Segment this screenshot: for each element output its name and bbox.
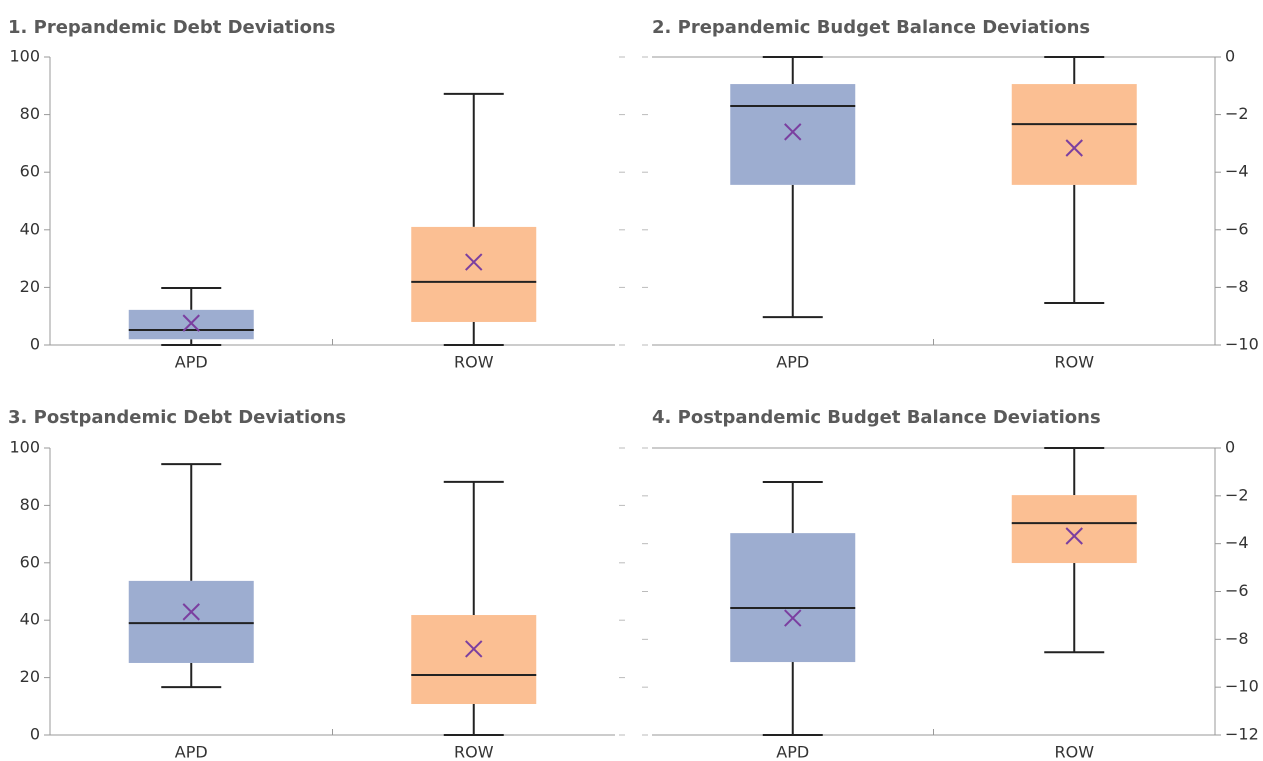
y-tick-label: 60 <box>20 552 40 571</box>
y-tick-label: −2 <box>1225 104 1249 123</box>
y-tick-label: 80 <box>20 495 40 514</box>
box <box>128 580 254 663</box>
box <box>128 309 254 340</box>
y-tick-label: −12 <box>1225 725 1259 744</box>
mean-marker <box>465 253 483 271</box>
mean-marker <box>1065 139 1083 157</box>
box <box>730 84 856 185</box>
x-tick-label: APD <box>776 353 809 372</box>
y-tick-label: 40 <box>20 219 40 238</box>
box <box>411 615 537 705</box>
y-tick-label: 20 <box>20 667 40 686</box>
y-tick-label: −10 <box>1225 335 1259 354</box>
y-tick-label: −8 <box>1225 629 1249 648</box>
y-tick-label: −10 <box>1225 677 1259 696</box>
x-tick-label: ROW <box>1054 743 1094 761</box>
y-tick-label: −6 <box>1225 219 1249 238</box>
mean-marker <box>1065 527 1083 545</box>
mean-marker <box>784 123 802 141</box>
panel-title: 1. Prepandemic Debt Deviations <box>8 17 335 38</box>
x-tick-label: APD <box>175 353 208 372</box>
y-tick-label: 100 <box>9 438 40 457</box>
box <box>1011 84 1137 185</box>
y-tick-label: −2 <box>1225 485 1249 504</box>
mean-marker <box>784 609 802 627</box>
y-tick-label: −4 <box>1225 162 1249 181</box>
y-tick-label: 0 <box>1225 438 1235 457</box>
y-tick-label: 0 <box>1225 47 1235 66</box>
panel-title: 4. Postpandemic Budget Balance Deviation… <box>652 407 1101 428</box>
y-tick-label: 20 <box>20 277 40 296</box>
mean-marker <box>182 314 200 332</box>
mean-marker <box>465 640 483 658</box>
y-tick-label: −4 <box>1225 533 1249 552</box>
x-tick-label: ROW <box>454 743 494 761</box>
y-tick-label: −6 <box>1225 581 1249 600</box>
y-tick-label: 100 <box>9 47 40 66</box>
panel-title: 3. Postpandemic Debt Deviations <box>8 407 346 428</box>
mean-marker <box>182 603 200 621</box>
box <box>411 226 537 322</box>
x-tick-label: ROW <box>454 353 494 372</box>
panel-title: 2. Prepandemic Budget Balance Deviations <box>652 17 1090 38</box>
y-tick-label: 0 <box>30 725 40 744</box>
x-tick-label: ROW <box>1054 353 1094 372</box>
y-tick-label: 0 <box>30 335 40 354</box>
y-tick-label: −8 <box>1225 277 1249 296</box>
y-tick-label: 40 <box>20 610 40 629</box>
box <box>730 533 856 663</box>
box <box>1011 495 1137 564</box>
y-tick-label: 60 <box>20 162 40 181</box>
x-tick-label: APD <box>776 743 809 761</box>
x-tick-label: APD <box>175 743 208 761</box>
y-tick-label: 80 <box>20 104 40 123</box>
